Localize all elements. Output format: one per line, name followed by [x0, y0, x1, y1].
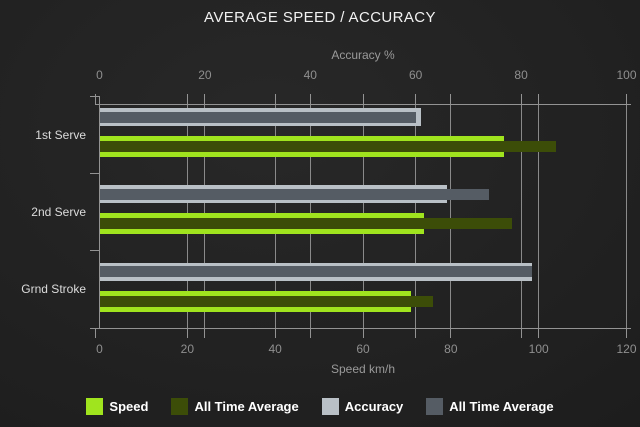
- bottom-tick-label: 100: [528, 342, 549, 356]
- bottom-tick-label: 80: [444, 342, 458, 356]
- gridline: [450, 104, 452, 329]
- legend-item-all-time-average: All Time Average: [171, 398, 299, 415]
- bar-all-time-average-accuracy-1st-serve: [99, 111, 416, 123]
- axis-tick: [520, 94, 522, 105]
- bottom-tick-label: 120: [616, 342, 637, 356]
- top-tick-label: 100: [616, 68, 637, 82]
- axis-tick: [204, 94, 206, 105]
- gridline: [538, 104, 540, 329]
- top-axis-line: [95, 104, 631, 105]
- legend-label: All Time Average: [449, 399, 554, 414]
- axis-tick: [186, 328, 188, 338]
- axis-tick: [204, 328, 206, 338]
- legend-swatch-all-time-average: [171, 398, 189, 415]
- bottom-tick-label: 40: [268, 342, 282, 356]
- legend-item-accuracy: Accuracy: [321, 398, 404, 415]
- top-tick-label: 80: [514, 68, 528, 82]
- category-tick: [89, 95, 100, 97]
- axis-tick: [538, 94, 540, 105]
- gridline: [520, 104, 522, 329]
- bar-all-time-average-accuracy-grnd-stroke: [99, 266, 532, 278]
- axis-tick: [450, 328, 452, 338]
- legend-swatch-speed: [86, 398, 104, 415]
- top-tick-label: 20: [198, 68, 212, 82]
- category-label-grnd-stroke: Grnd Stroke: [21, 282, 86, 297]
- legend: Speed All Time Average Accuracy All Time Av…: [0, 398, 640, 415]
- legend-swatch-all-time-average: [426, 398, 444, 415]
- chart-title: AVERAGE SPEED / ACCURACY: [204, 9, 436, 26]
- legend-label: All Time Average: [194, 399, 299, 414]
- category-label-1st-serve: 1st Serve: [35, 127, 86, 142]
- axis-tick: [362, 94, 364, 105]
- axis-tick: [362, 328, 364, 338]
- axis-tick: [274, 328, 276, 338]
- top-tick-label: 60: [409, 68, 423, 82]
- bottom-axis-title: Speed km/h: [330, 362, 396, 376]
- bar-all-time-average-speed-grnd-stroke: [99, 295, 434, 307]
- bottom-axis-line: [95, 328, 631, 329]
- axis-tick: [274, 94, 276, 105]
- axis-tick: [186, 94, 188, 105]
- y-axis-line: [99, 96, 100, 329]
- bottom-tick-label: 0: [96, 342, 103, 356]
- bar-all-time-average-speed-2nd-serve: [99, 218, 513, 230]
- axis-tick: [520, 328, 522, 338]
- category-tick: [89, 327, 100, 329]
- category-label-2nd-serve: 2nd Serve: [31, 205, 86, 219]
- axis-tick: [95, 328, 96, 338]
- bar-all-time-average-accuracy-2nd-serve: [99, 188, 490, 200]
- axis-tick: [309, 328, 311, 338]
- legend-label: Speed: [109, 399, 149, 414]
- top-tick-label: 40: [303, 68, 317, 82]
- top-tick-label: 0: [96, 68, 103, 82]
- axis-tick: [626, 94, 627, 105]
- axis-tick: [538, 328, 540, 338]
- bottom-tick-label: 20: [180, 342, 195, 356]
- bar-all-time-average-speed-1st-serve: [99, 141, 557, 152]
- axis-tick: [415, 94, 417, 105]
- axis-tick: [415, 328, 417, 338]
- legend-item-speed: Speed: [86, 398, 148, 415]
- category-tick: [89, 172, 100, 174]
- category-tick: [89, 250, 100, 252]
- legend-label: Accuracy: [344, 399, 404, 414]
- axis-tick: [309, 94, 311, 105]
- gridline: [626, 104, 627, 329]
- bottom-tick-label: 60: [356, 342, 370, 356]
- legend-item-all-time-average: All Time Average: [426, 398, 554, 415]
- legend-swatch-accuracy: [321, 398, 339, 415]
- axis-tick: [95, 94, 96, 105]
- top-axis-title: Accuracy %: [331, 48, 395, 62]
- axis-tick: [626, 328, 627, 338]
- axis-tick: [450, 94, 452, 105]
